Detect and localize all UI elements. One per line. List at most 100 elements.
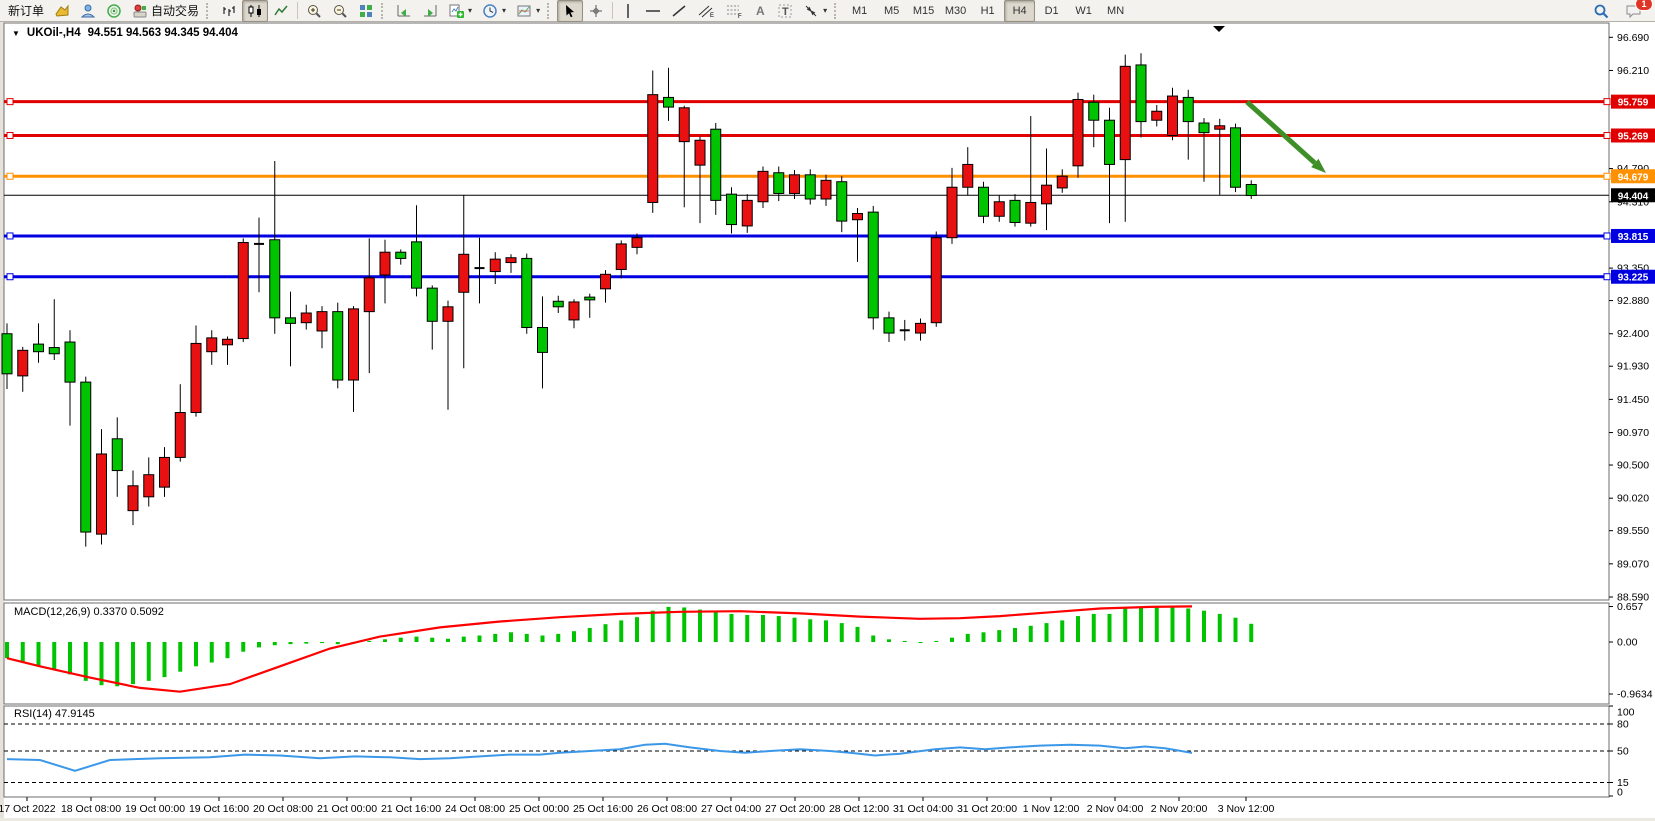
- hline-93.815[interactable]: 93.815: [4, 228, 1655, 243]
- candlestick-mode-button[interactable]: [242, 0, 269, 22]
- svg-text:26 Oct 08:00: 26 Oct 08:00: [637, 803, 697, 815]
- search-icon[interactable]: [1588, 0, 1614, 22]
- svg-text:93.225: 93.225: [1618, 273, 1649, 284]
- svg-text:0: 0: [1617, 787, 1623, 799]
- svg-text:27 Oct 20:00: 27 Oct 20:00: [765, 803, 825, 815]
- timeframe-m1-button[interactable]: M1: [851, 4, 868, 17]
- chart-panel[interactable]: [3, 602, 1610, 705]
- timeframe-h4-button[interactable]: H4: [1004, 0, 1036, 22]
- annotation-arrow-down[interactable]: [1245, 100, 1326, 173]
- text-tool-button[interactable]: A: [748, 0, 772, 22]
- svg-text:31 Oct 20:00: 31 Oct 20:00: [957, 803, 1017, 815]
- svg-text:A: A: [756, 4, 765, 18]
- svg-text:94.679: 94.679: [1618, 172, 1649, 183]
- equidistant-channel-tool-button[interactable]: E: [692, 0, 720, 22]
- svg-text:95.759: 95.759: [1618, 98, 1649, 109]
- svg-text:0.00: 0.00: [1617, 637, 1638, 649]
- step-back-chart-button[interactable]: [391, 0, 417, 22]
- chevron-down-icon[interactable]: ▾: [468, 6, 473, 15]
- arrow-objects-button[interactable]: ▾: [798, 0, 832, 22]
- svg-text:-0.9634: -0.9634: [1617, 689, 1653, 701]
- chevron-down-icon[interactable]: ▾: [823, 6, 828, 15]
- hline-95.759[interactable]: 95.759: [4, 94, 1655, 109]
- svg-text:94.404: 94.404: [1618, 191, 1649, 202]
- templates-button[interactable]: ▾: [511, 0, 545, 22]
- bar-chart-mode-button[interactable]: [216, 0, 242, 22]
- period-clock-button[interactable]: ▾: [477, 0, 511, 22]
- timeframe-mn-button[interactable]: MN: [1107, 4, 1125, 17]
- market-watch-icon[interactable]: [49, 0, 75, 22]
- toolbar-grip: [547, 2, 553, 19]
- timeframe-h1-button[interactable]: H1: [980, 4, 995, 17]
- svg-text:89.550: 89.550: [1617, 525, 1649, 537]
- tile-windows-button[interactable]: [353, 0, 379, 22]
- timeframe-toolbar: M1 M5 M15 M30 H1 H4 D1 W1 MN: [844, 0, 1131, 22]
- timeframe-m30-button[interactable]: M30: [944, 4, 967, 17]
- terminal-user-icon[interactable]: [75, 0, 101, 22]
- svg-text:92.880: 92.880: [1617, 295, 1649, 307]
- svg-text:2 Nov 20:00: 2 Nov 20:00: [1151, 803, 1208, 815]
- fibonacci-tool-button[interactable]: F: [720, 0, 748, 22]
- horizontal-line-tool-button[interactable]: [640, 0, 666, 22]
- svg-text:31 Oct 04:00: 31 Oct 04:00: [893, 803, 953, 815]
- svg-text:96.690: 96.690: [1617, 32, 1649, 44]
- add-indicator-button[interactable]: ▾: [443, 0, 477, 22]
- candlesticks[interactable]: [1, 53, 1257, 547]
- trendline-tool-button[interactable]: [666, 0, 692, 22]
- rsi-line: [6, 742, 1193, 772]
- timeframe-m5-button[interactable]: M5: [883, 4, 900, 17]
- shift-end-marker[interactable]: [1213, 26, 1225, 32]
- svg-text:90.020: 90.020: [1617, 493, 1649, 505]
- svg-text:25 Oct 00:00: 25 Oct 00:00: [509, 803, 569, 815]
- notifications-chat-icon[interactable]: 1: [1620, 0, 1653, 22]
- svg-text:17 Oct 2022: 17 Oct 2022: [0, 803, 56, 815]
- vertical-line-tool-button[interactable]: [616, 0, 640, 22]
- timeframe-d1-button[interactable]: D1: [1044, 4, 1059, 17]
- chevron-down-icon[interactable]: ▾: [536, 6, 541, 15]
- svg-text:50: 50: [1617, 746, 1629, 758]
- time-axis[interactable]: 17 Oct 2022 18 Oct 08:00 19 Oct 00:00 19 Oc…: [0, 797, 1274, 815]
- zoom-out-button[interactable]: [327, 0, 353, 22]
- crosshair-tool-button[interactable]: [583, 0, 609, 22]
- svg-text:20 Oct 08:00: 20 Oct 08:00: [253, 803, 313, 815]
- svg-text:88.590: 88.590: [1617, 592, 1649, 604]
- svg-text:1 Nov 12:00: 1 Nov 12:00: [1023, 803, 1080, 815]
- notification-badge[interactable]: 1: [1635, 0, 1653, 11]
- timeframe-m15-button[interactable]: M15: [912, 4, 935, 17]
- svg-text:100: 100: [1617, 707, 1635, 719]
- macd-indicator-label: MACD(12,26,9) 0.3370 0.5092: [14, 606, 164, 618]
- svg-text:91.450: 91.450: [1617, 394, 1649, 406]
- svg-text:21 Oct 16:00: 21 Oct 16:00: [381, 803, 441, 815]
- macd-panel[interactable]: 0.657 0.00 -0.9634: [5, 601, 1653, 701]
- svg-text:2 Nov 04:00: 2 Nov 04:00: [1087, 803, 1144, 815]
- line-chart-mode-button[interactable]: [268, 0, 294, 22]
- svg-text:3 Nov 12:00: 3 Nov 12:00: [1218, 803, 1275, 815]
- svg-text:24 Oct 08:00: 24 Oct 08:00: [445, 803, 505, 815]
- svg-text:92.400: 92.400: [1617, 328, 1649, 340]
- new-order-button[interactable]: 新订单: [8, 4, 45, 18]
- cursor-tool-button[interactable]: [557, 0, 584, 22]
- svg-text:15: 15: [1617, 777, 1629, 789]
- chevron-down-icon[interactable]: ▾: [502, 6, 507, 15]
- auto-trading-button[interactable]: 自动交易: [127, 0, 204, 22]
- svg-text:18 Oct 08:00: 18 Oct 08:00: [61, 803, 121, 815]
- svg-text:0.657: 0.657: [1617, 601, 1643, 613]
- signals-radar-icon[interactable]: [101, 0, 127, 22]
- chart-ohlc-quote: 94.551 94.563 94.345 94.404: [87, 27, 238, 39]
- svg-text:28 Oct 12:00: 28 Oct 12:00: [829, 803, 889, 815]
- hline-95.269[interactable]: 95.269: [4, 128, 1655, 143]
- svg-text:19 Oct 16:00: 19 Oct 16:00: [189, 803, 249, 815]
- timeframe-w1-button[interactable]: W1: [1075, 4, 1092, 17]
- macd-signal-line: [6, 605, 1193, 693]
- one-click-trading-toggle-icon[interactable]: ▼: [12, 28, 20, 38]
- zoom-in-button[interactable]: [301, 0, 327, 22]
- text-label-tool-button[interactable]: T: [772, 0, 798, 22]
- toolbar-grip: [834, 2, 840, 19]
- chart-quote-line: ▼ UKOil-,H4 94.551 94.563 94.345 94.404: [12, 27, 238, 39]
- rsi-indicator-label: RSI(14) 47.9145: [14, 708, 95, 720]
- step-forward-chart-button[interactable]: [417, 0, 443, 22]
- svg-text:89.070: 89.070: [1617, 558, 1649, 570]
